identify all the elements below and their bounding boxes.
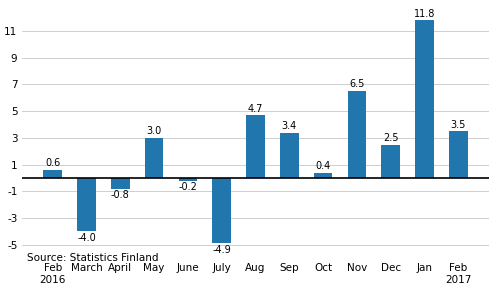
Bar: [43, 170, 62, 178]
Text: -4.0: -4.0: [77, 233, 96, 243]
Text: Source: Statistics Finland: Source: Statistics Finland: [27, 253, 158, 263]
Bar: [280, 133, 299, 178]
Text: 6.5: 6.5: [349, 79, 365, 89]
Bar: [212, 178, 231, 244]
Text: -4.9: -4.9: [212, 245, 231, 255]
Bar: [77, 178, 96, 231]
Text: -0.8: -0.8: [111, 190, 130, 200]
Bar: [246, 115, 265, 178]
Text: 2.5: 2.5: [383, 133, 398, 143]
Text: 0.4: 0.4: [316, 161, 331, 171]
Bar: [111, 178, 130, 189]
Text: 3.4: 3.4: [282, 121, 297, 131]
Text: -0.2: -0.2: [178, 182, 197, 192]
Bar: [348, 91, 366, 178]
Bar: [449, 131, 468, 178]
Bar: [382, 144, 400, 178]
Bar: [178, 178, 197, 181]
Bar: [145, 138, 164, 178]
Text: 3.5: 3.5: [451, 119, 466, 130]
Text: 11.8: 11.8: [414, 9, 435, 19]
Bar: [415, 20, 434, 178]
Text: 0.6: 0.6: [45, 158, 61, 168]
Bar: [314, 173, 332, 178]
Text: 4.7: 4.7: [248, 104, 263, 113]
Text: 3.0: 3.0: [146, 126, 162, 136]
